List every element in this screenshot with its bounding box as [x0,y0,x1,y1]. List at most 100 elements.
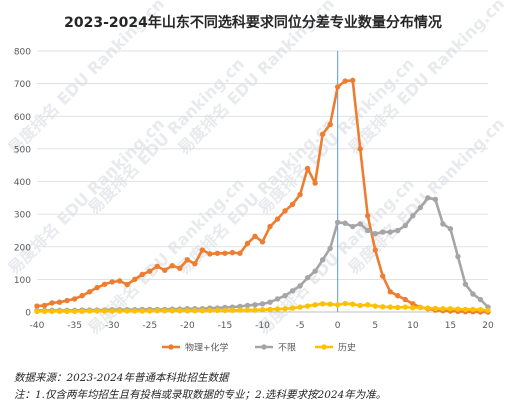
series-point-0 [132,276,138,283]
x-tick-label: -15 [218,321,233,331]
series-point-1 [334,219,341,225]
series-point-2 [139,308,145,314]
series-point-0 [79,292,85,299]
series-point-1 [447,226,454,232]
series-point-0 [139,271,145,278]
series-point-2 [477,307,484,313]
series-point-1 [304,275,311,281]
x-tick-label: 15 [445,321,456,331]
series-point-1 [244,302,251,309]
legend-label: 不限 [278,343,296,354]
x-tick-label: 5 [372,321,378,331]
series-point-2 [289,305,296,311]
series-point-0 [282,208,288,214]
series-point-2 [34,308,40,315]
series-point-1 [380,229,386,235]
series-point-0 [154,263,160,270]
series-point-0 [222,250,228,256]
series-point-0 [334,84,341,90]
series-point-2 [192,307,198,314]
series-point-0 [207,251,213,257]
series-point-2 [147,308,153,314]
series-point-2 [357,302,363,309]
series-point-1 [417,204,424,211]
source-note: 数据来源：2023-2024年普通本科批招生数据 [14,372,229,384]
y-tick-label: 300 [14,211,31,221]
series-point-1 [289,288,296,294]
series-point-2 [41,308,48,315]
series-point-2 [402,304,409,310]
x-tick-label: -5 [296,321,305,331]
y-tick-label: 200 [14,243,31,253]
series-point-0 [365,213,371,219]
series-point-0 [387,289,393,295]
series-point-0 [124,281,130,288]
y-tick-label: 800 [14,48,31,58]
x-tick-label: -30 [105,321,120,331]
series-point-0 [184,257,191,263]
series-point-0 [289,201,296,208]
series-point-0 [86,289,93,295]
series-point-2 [109,308,115,314]
series-point-2 [116,308,123,314]
series-point-1 [432,196,439,203]
series-point-1 [252,302,258,308]
series-point-2 [199,307,206,314]
y-tick-label: 0 [25,309,31,319]
series-point-0 [297,191,303,198]
series-point-1 [410,213,416,219]
series-point-0 [327,121,333,128]
series-point-0 [101,281,108,287]
series-point-0 [380,273,386,279]
series-point-2 [64,308,70,315]
series-point-2 [214,307,221,314]
series-point-0 [147,268,153,274]
series-point-2 [432,305,439,312]
series-point-2 [387,304,393,310]
series-point-1 [350,223,356,230]
series-point-2 [267,306,273,313]
series-point-0 [410,301,416,307]
x-tick-label: 20 [482,321,494,331]
y-tick-label: 700 [14,80,31,90]
series-point-2 [124,308,130,314]
series-point-2 [455,306,461,312]
series-point-2 [372,303,378,309]
series-point-2 [244,307,251,313]
series-point-1 [477,296,484,303]
series-point-2 [207,307,213,314]
series-point-1 [470,291,476,297]
series-point-2 [259,307,266,313]
series-point-2 [132,308,138,314]
series-point-0 [244,240,251,247]
footnote: 注：1.仅含两年均招生且有投档或录取数据的专业；2.选科要求按2024年为准。 [14,388,387,401]
series-point-0 [214,250,221,256]
series-point-0 [177,265,183,271]
series-point-0 [350,77,356,84]
series-point-2 [94,308,100,314]
series-point-0 [49,300,55,306]
series-point-2 [365,302,371,308]
series-point-2 [342,300,348,307]
series-point-2 [252,307,258,313]
series-point-2 [485,307,491,314]
series-point-1 [402,222,409,229]
series-point-1 [365,227,371,234]
series-point-1 [357,221,363,227]
x-tick-label: -40 [30,321,45,331]
series-point-1 [319,257,326,263]
series-point-0 [34,303,40,309]
series-point-1 [440,221,446,227]
series-point-0 [169,262,175,269]
series-point-1 [455,253,461,260]
series-point-2 [177,307,183,314]
x-tick-label: 10 [407,321,419,331]
series-point-0 [41,302,48,309]
x-tick-label: -20 [180,321,195,331]
series-point-2 [71,308,78,315]
legend-swatch-marker [261,344,267,350]
series-point-1 [425,195,431,201]
series-point-0 [229,249,236,256]
series-point-2 [86,308,93,314]
series-point-0 [267,223,273,230]
